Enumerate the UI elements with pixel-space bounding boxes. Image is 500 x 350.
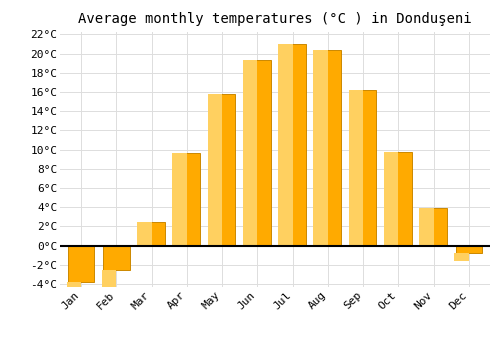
- Bar: [314, 50, 328, 246]
- Bar: [419, 208, 434, 246]
- Bar: [454, 253, 469, 261]
- Bar: [209, 94, 236, 246]
- Bar: [172, 153, 187, 246]
- Bar: [420, 208, 447, 246]
- Bar: [103, 246, 130, 270]
- Bar: [244, 60, 270, 246]
- Bar: [68, 246, 94, 282]
- Bar: [138, 222, 165, 246]
- Bar: [314, 50, 341, 246]
- Bar: [350, 90, 376, 246]
- Bar: [456, 246, 482, 253]
- Bar: [102, 270, 117, 294]
- Bar: [66, 282, 81, 319]
- Bar: [278, 44, 292, 246]
- Bar: [384, 152, 398, 246]
- Bar: [348, 90, 363, 246]
- Bar: [208, 94, 222, 246]
- Bar: [280, 44, 306, 246]
- Bar: [385, 152, 411, 246]
- Title: Average monthly temperatures (°C ) in Donduşeni: Average monthly temperatures (°C ) in Do…: [78, 12, 472, 26]
- Bar: [137, 222, 152, 246]
- Bar: [174, 153, 200, 246]
- Bar: [243, 60, 258, 246]
